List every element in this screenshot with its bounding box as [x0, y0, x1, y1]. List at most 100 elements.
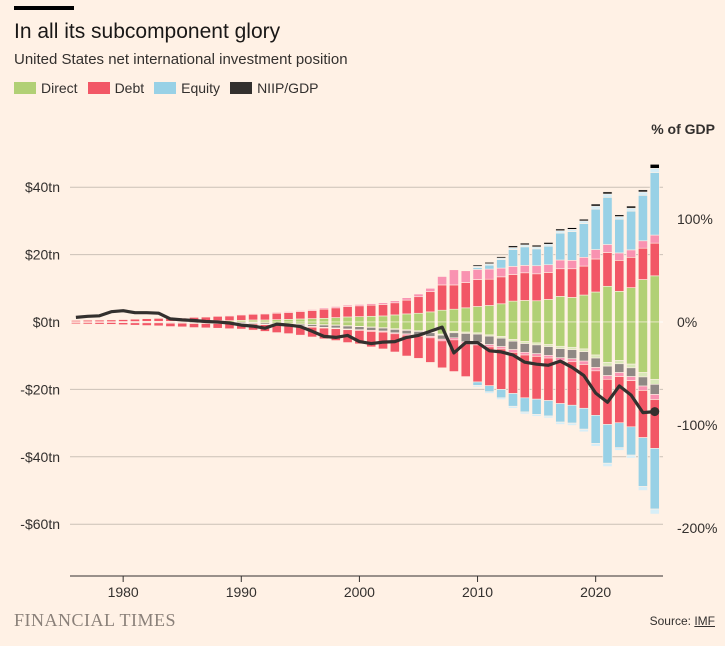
bar-liability-equity	[590, 357, 601, 368]
bar-asset-direct	[649, 275, 660, 323]
bar-liability-direct_light	[543, 344, 554, 347]
bar-liability-equity2	[496, 389, 507, 399]
bar-asset-equity_light	[508, 247, 518, 250]
bar-liability-debt	[189, 323, 199, 328]
bar-asset-debt	[543, 272, 554, 300]
bar-liability-debt	[578, 364, 589, 409]
bar-liability-equity	[330, 325, 341, 329]
source-link[interactable]: IMF	[694, 614, 715, 628]
legend-label-niip: NIIP/GDP	[257, 80, 319, 96]
bar-liability-equity2	[649, 448, 660, 510]
bar-liability-debt	[330, 328, 341, 341]
bar-asset-debt	[295, 311, 306, 320]
bar-asset-debt_light	[590, 249, 601, 260]
bar-asset-debt	[366, 304, 377, 317]
bar-asset-debt_light	[271, 312, 282, 314]
bar-liability-equity	[378, 327, 388, 332]
bar-liability-equity	[508, 340, 518, 350]
bar-asset-niip	[602, 191, 613, 195]
bar-liability-direct	[319, 321, 329, 325]
bar-liability-direct_light	[531, 342, 542, 346]
bar-liability-debt	[425, 337, 436, 363]
bar-liability-direct	[649, 321, 660, 380]
bar-asset-niip	[555, 228, 566, 231]
bar-asset-debt	[330, 307, 341, 318]
bar-liability-equity2	[472, 381, 483, 386]
bar-asset-direct	[590, 291, 601, 323]
bar-asset-debt	[626, 256, 637, 288]
bar-asset-niip	[531, 244, 542, 248]
bar-liability-debt	[626, 380, 637, 428]
bar-asset-direct	[366, 315, 377, 323]
bar-asset-debt_light	[472, 269, 483, 280]
bar-liability-debt	[165, 322, 176, 327]
bar-asset-debt_light	[578, 256, 589, 267]
bar-asset-debt_light	[614, 252, 625, 261]
bar-liability-direct_light	[519, 341, 530, 344]
bar-asset-debt_light	[425, 287, 436, 292]
bar-liability-direct_light	[555, 345, 566, 349]
bar-liability-debt_light	[578, 360, 589, 365]
bar-asset-direct	[389, 314, 400, 323]
bar-asset-debt	[271, 312, 282, 320]
y-tick-label-left: $0tn	[33, 314, 60, 330]
bar-asset-debt_light	[200, 316, 211, 318]
niip-gdp-endpoint	[650, 407, 660, 417]
bar-liability-direct	[578, 321, 589, 350]
bar-liability-direct	[555, 321, 566, 347]
bar-liability-equity2	[543, 400, 554, 417]
bar-asset-equity_light	[626, 207, 637, 212]
bar-asset-equity_light	[555, 230, 566, 234]
bar-liability-equity	[626, 367, 637, 377]
bar-liability-debt	[366, 331, 377, 348]
bar-liability-debt	[555, 360, 566, 404]
niip-gdp-line	[75, 309, 655, 415]
legend-item-equity: Equity	[154, 80, 220, 96]
bar-asset-equity_light	[519, 244, 530, 248]
bar-liability-debt	[649, 399, 660, 449]
bar-asset-debt_light	[389, 300, 400, 304]
ft-top-bar	[14, 6, 74, 10]
y-tick-label-left: -$60tn	[20, 516, 60, 532]
bar-liability-equity2	[626, 426, 637, 456]
bar-asset-direct	[449, 308, 459, 323]
bar-asset-debt	[496, 276, 507, 305]
bar-asset-equity	[531, 248, 542, 267]
bar-asset-debt	[638, 247, 648, 280]
bar-liability-debt_light	[543, 355, 554, 359]
bar-liability-debt_light	[449, 337, 459, 341]
bar-asset-equity_light	[567, 229, 577, 232]
bar-asset-debt_light	[342, 304, 353, 307]
bar-liability-equity	[342, 325, 353, 330]
bar-asset-direct	[519, 300, 530, 323]
bar-liability-equity2	[578, 407, 589, 430]
bar-liability-debt_light	[626, 376, 637, 381]
bar-asset-equity_light	[614, 216, 625, 220]
bar-asset-debt	[531, 273, 542, 302]
bar-asset-debt	[508, 274, 518, 302]
bar-asset-debt	[449, 284, 459, 310]
bar-asset-debt	[389, 302, 400, 316]
bar-liability-equity	[638, 376, 648, 387]
bar-liability-direct_light	[614, 360, 625, 365]
bar-liability-direct	[543, 321, 554, 345]
bar-liability-equity2	[484, 385, 495, 393]
bar-liability-direct	[484, 321, 495, 336]
bar-asset-debt_light	[366, 303, 377, 306]
bar-asset-debt_light	[449, 269, 459, 286]
bar-liability-debt	[437, 340, 448, 369]
bar-liability-equity	[307, 324, 318, 327]
bar-asset-direct	[342, 316, 353, 323]
bar-liability-direct	[378, 321, 388, 329]
bar-liability-direct_light	[590, 354, 601, 359]
bar-asset-equity	[567, 231, 577, 261]
bar-asset-debt_light	[236, 313, 247, 316]
bar-asset-debt	[153, 317, 164, 322]
bar-asset-direct	[543, 299, 554, 323]
bar-asset-debt_light	[401, 297, 412, 301]
bar-asset-direct	[531, 300, 542, 323]
bar-asset-debt_light	[519, 265, 530, 274]
bar-asset-debt	[484, 278, 495, 306]
bar-asset-debt	[378, 304, 388, 317]
legend-item-direct: Direct	[14, 80, 78, 96]
